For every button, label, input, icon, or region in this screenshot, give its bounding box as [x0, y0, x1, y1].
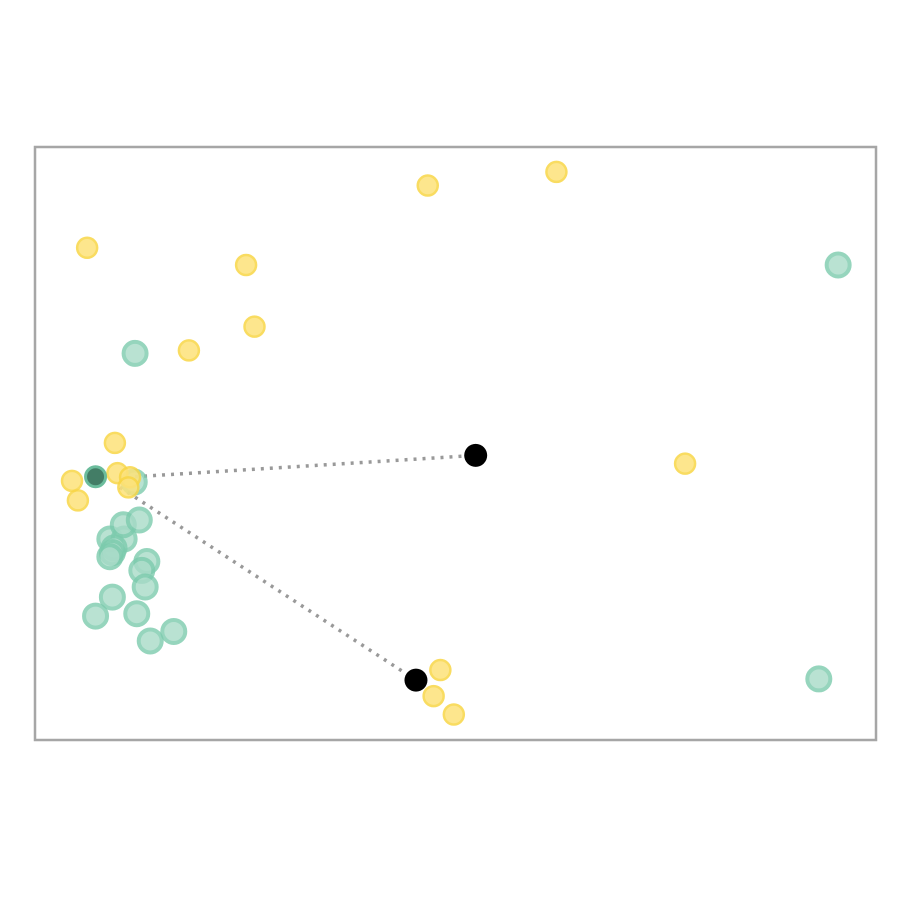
- point-layer: [60, 160, 852, 726]
- green-point-8: [125, 506, 153, 534]
- green-point-2: [121, 339, 149, 367]
- green-point-15: [123, 600, 151, 628]
- plot-frame: [33, 145, 878, 742]
- highlight-point-1: [84, 465, 108, 489]
- green-point-14: [98, 583, 126, 611]
- green-point-10: [96, 543, 124, 571]
- green-point-13: [131, 573, 159, 601]
- green-point-16: [82, 602, 110, 630]
- yellow-point-14: [429, 658, 452, 682]
- yellow-point-2: [416, 174, 439, 197]
- yellow-point-8: [60, 469, 84, 493]
- yellow-point-12: [117, 476, 140, 499]
- green-point-1: [824, 251, 852, 279]
- yellow-point-4: [234, 253, 258, 277]
- centroid-layer: [404, 443, 488, 692]
- centroid-point-2: [404, 668, 428, 692]
- green-point-19: [805, 665, 833, 693]
- yellow-point-3: [545, 160, 568, 184]
- yellow-point-13: [673, 452, 697, 475]
- connector-line-1: [134, 453, 476, 479]
- yellow-point-15: [422, 684, 445, 708]
- yellow-point-1: [75, 236, 99, 260]
- yellow-point-5: [243, 315, 266, 338]
- connector-layer: [118, 453, 476, 682]
- yellow-point-16: [442, 703, 466, 726]
- yellow-point-7: [103, 431, 127, 455]
- yellow-point-6: [177, 339, 201, 362]
- yellow-point-9: [66, 489, 90, 512]
- green-point-17: [160, 617, 188, 645]
- green-point-18: [136, 627, 164, 655]
- centroid-point-1: [464, 443, 488, 467]
